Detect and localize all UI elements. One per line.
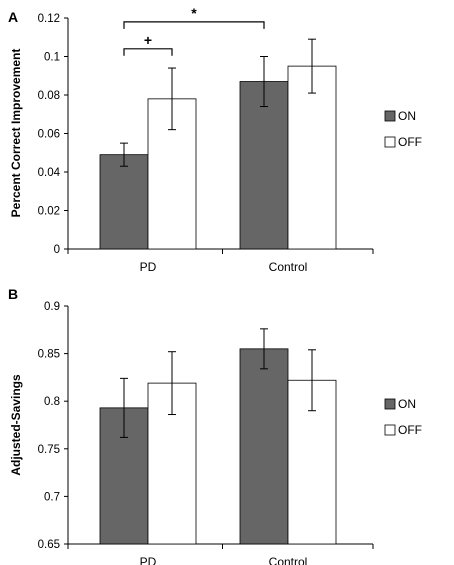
bar-on-pd [99,154,149,250]
y-tick-label: 0.12 [38,13,60,25]
y-axis-label: Percent Correct Improvement [9,49,23,218]
panel-letter-a: A [8,9,18,25]
legend-label-on: ON [398,397,416,411]
category-label: PD [140,555,157,565]
bar-on-control [239,348,289,545]
y-tick-label: 0 [54,244,60,256]
y-tick-label: 0.9 [44,301,60,313]
y-axis-label: Adjusted-Savings [9,374,23,476]
bar-on-control [239,81,289,250]
y-tick-label: 0.85 [38,349,60,361]
significance-marker: + [144,32,152,48]
legend-label-off: OFF [398,423,422,437]
legend-label-on: ON [398,109,416,123]
y-tick-label: 0.1 [44,52,60,64]
legend-swatch-on [384,398,396,410]
y-tick-label: 0.7 [44,491,60,503]
category-label: PD [140,260,157,274]
category-label: Control [269,555,308,565]
y-tick-label: 0.65 [38,539,60,551]
significance-marker: * [191,5,197,21]
legend-label-off: OFF [398,135,422,149]
y-tick-label: 0.8 [44,396,60,408]
significance-bracket [123,48,173,56]
y-tick-label: 0.06 [38,129,60,141]
y-tick-label: 0.04 [38,167,61,179]
category-label: Control [269,260,308,274]
y-tick-label: 0.02 [38,206,60,218]
legend-swatch-off [384,136,396,148]
y-tick-label: 0.08 [38,90,60,102]
y-tick-label: 0.75 [38,444,60,456]
legend-swatch-off [384,424,396,436]
significance-bracket [123,21,265,29]
legend-swatch-on [384,110,396,122]
panel-letter-b: B [8,286,18,302]
